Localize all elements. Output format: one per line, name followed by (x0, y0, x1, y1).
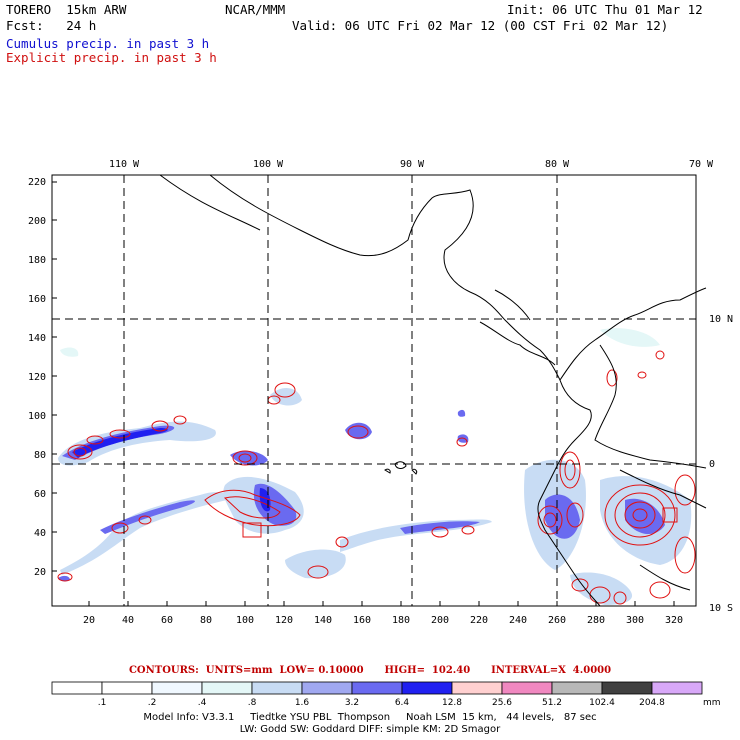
cumulus-precip-fill (58, 328, 692, 605)
colorbar-label: .1 (98, 698, 107, 708)
colorbar-swatch (151, 681, 203, 695)
explicit-label: Explicit precip. in past 3 h (6, 50, 217, 65)
colorbar-labels: .1 .2 .4 .8 1.6 3.2 6.4 12.8 25.6 51.2 102.4 204.8 (98, 698, 665, 708)
x-tick: 280 (587, 615, 605, 626)
x-tick: 160 (353, 615, 371, 626)
colorbar-swatch (601, 681, 653, 695)
colorbar-swatch (201, 681, 253, 695)
lat-label: 10 S (709, 603, 733, 614)
colorbar-label: 12.8 (442, 698, 462, 708)
valid-time: Valid: 06 UTC Fri 02 Mar 12 (00 CST Fri … (292, 18, 669, 33)
colorbar-label: 1.6 (295, 698, 310, 708)
lat-label: 10 N (709, 314, 733, 325)
x-tick: 220 (470, 615, 488, 626)
colorbar-label: 204.8 (639, 698, 665, 708)
init-time: Init: 06 UTC Thu 01 Mar 12 (507, 2, 703, 17)
y-tick: 140 (28, 333, 46, 344)
x-tick: 240 (509, 615, 527, 626)
x-tick: 120 (275, 615, 293, 626)
colorbar-swatch (351, 681, 403, 695)
colorbar-label: 51.2 (542, 698, 562, 708)
colorbar-label: 102.4 (589, 698, 615, 708)
coastlines (159, 174, 707, 607)
explicit-precip-contours (57, 350, 696, 605)
x-tick: 320 (665, 615, 683, 626)
lon-label: 90 W (400, 159, 425, 170)
x-tick: 300 (626, 615, 644, 626)
model-info-line1: Model Info: V3.3.1 Tiedtke YSU PBL Thomp… (143, 712, 597, 723)
lon-label: 70 W (689, 159, 714, 170)
colorbar-unit: mm (703, 698, 721, 708)
colorbar-swatch (251, 681, 303, 695)
x-tick: 140 (314, 615, 332, 626)
y-tick: 60 (34, 489, 46, 500)
y-tick: 40 (34, 528, 46, 539)
colorbar (51, 681, 703, 695)
colorbar-swatch (301, 681, 353, 695)
colorbar-label: .2 (148, 698, 157, 708)
colorbar-swatch (501, 681, 553, 695)
lon-label: 100 W (253, 159, 284, 170)
contours-info: CONTOURS: UNITS=mm LOW= 0.10000 HIGH= 10… (128, 665, 612, 676)
colorbar-label: .4 (198, 698, 207, 708)
lat-labels: 10 N 0 10 S (709, 314, 733, 614)
colorbar-swatch (651, 681, 703, 695)
x-tick: 20 (83, 615, 95, 626)
x-tick-labels: 20 40 60 80 100 120 140 160 180 200 220 … (83, 615, 683, 626)
x-tick: 80 (200, 615, 212, 626)
axis-ticks (52, 181, 675, 606)
colorbar-label: 25.6 (492, 698, 512, 708)
y-tick: 100 (28, 411, 46, 422)
lon-labels: 110 W 100 W 90 W 80 W 70 W (109, 159, 714, 170)
center-name: NCAR/MMM (225, 2, 286, 17)
colorbar-label: .8 (248, 698, 257, 708)
lon-label: 110 W (109, 159, 140, 170)
x-tick: 180 (392, 615, 410, 626)
colorbar-label: 3.2 (345, 698, 359, 708)
y-tick: 200 (28, 216, 46, 227)
model-title: TORERO 15km ARW (6, 2, 127, 17)
lat-label: 0 (709, 459, 715, 470)
y-tick: 180 (28, 255, 46, 266)
colorbar-swatch (551, 681, 603, 695)
y-tick-labels: 220 200 180 160 140 120 100 80 60 40 20 (28, 177, 46, 578)
map-frame (51, 174, 697, 607)
y-tick: 120 (28, 372, 46, 383)
colorbar-swatch (51, 681, 103, 695)
x-tick: 200 (431, 615, 449, 626)
x-tick: 60 (161, 615, 173, 626)
colorbar-swatch (401, 681, 453, 695)
y-tick: 80 (34, 450, 46, 461)
x-tick: 40 (122, 615, 134, 626)
forecast-hour: Fcst: 24 h (6, 18, 97, 33)
model-info-line2: LW: Godd SW: Goddard DIFF: simple KM: 2D… (239, 724, 501, 735)
colorbar-swatch (451, 681, 503, 695)
y-tick: 220 (28, 177, 46, 188)
colorbar-swatch (101, 681, 153, 695)
x-tick: 100 (236, 615, 254, 626)
lat-lon-grid (52, 175, 696, 606)
x-tick: 260 (548, 615, 566, 626)
lon-label: 80 W (545, 159, 570, 170)
y-tick: 160 (28, 294, 46, 305)
y-tick: 20 (34, 567, 46, 578)
cumulus-label: Cumulus precip. in past 3 h (6, 36, 210, 51)
colorbar-label: 6.4 (395, 698, 410, 708)
